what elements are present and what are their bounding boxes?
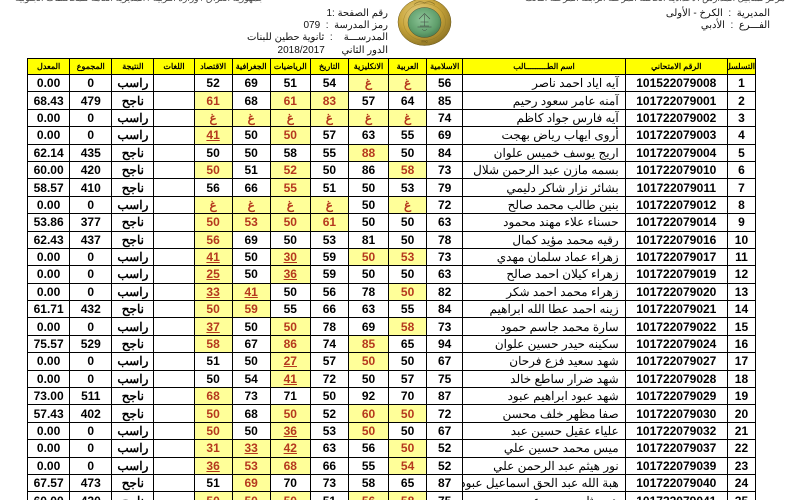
- svg-text:IRAQ: IRAQ: [421, 41, 427, 44]
